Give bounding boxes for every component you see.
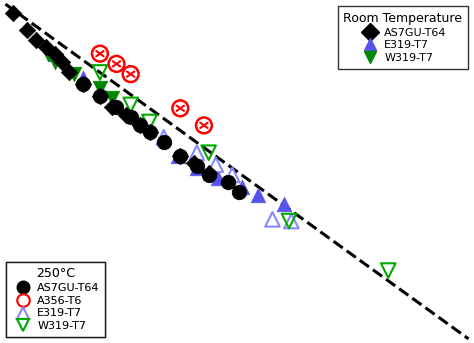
- Point: [160, 140, 167, 145]
- Point: [127, 114, 135, 120]
- Point: [80, 82, 87, 87]
- Point: [96, 94, 104, 99]
- Point: [174, 153, 182, 159]
- Point: [236, 189, 243, 195]
- Point: [212, 162, 219, 167]
- Point: [255, 193, 262, 198]
- Point: [193, 165, 201, 171]
- Point: [146, 129, 154, 135]
- Point: [122, 113, 130, 118]
- Point: [127, 102, 135, 108]
- Point: [200, 123, 208, 128]
- Point: [80, 82, 87, 87]
- Point: [58, 59, 66, 65]
- Point: [96, 51, 104, 56]
- Point: [176, 153, 184, 159]
- Point: [176, 106, 184, 111]
- Point: [205, 170, 212, 176]
- Point: [137, 123, 144, 128]
- Point: [205, 172, 212, 178]
- Point: [44, 51, 52, 56]
- Point: [51, 51, 59, 56]
- Point: [9, 10, 16, 15]
- Point: [214, 176, 222, 181]
- Point: [191, 160, 198, 166]
- Legend: AS7GU-T64, A356-T6, E319-T7, W319-T7: AS7GU-T64, A356-T6, E319-T7, W319-T7: [6, 261, 105, 337]
- Point: [23, 27, 30, 33]
- Point: [285, 218, 293, 224]
- Point: [96, 94, 104, 99]
- Point: [193, 150, 201, 155]
- Point: [384, 268, 392, 273]
- Point: [269, 216, 276, 222]
- Point: [193, 164, 201, 169]
- Point: [108, 104, 116, 109]
- Point: [51, 51, 59, 56]
- Point: [127, 71, 135, 77]
- Point: [288, 218, 295, 224]
- Point: [160, 134, 167, 140]
- Point: [70, 71, 78, 77]
- Point: [281, 201, 288, 207]
- Point: [96, 70, 104, 75]
- Point: [224, 179, 231, 185]
- Point: [146, 119, 154, 125]
- Point: [80, 75, 87, 80]
- Point: [238, 184, 246, 190]
- Point: [96, 85, 104, 91]
- Point: [176, 153, 184, 159]
- Point: [113, 61, 120, 67]
- Point: [113, 104, 120, 109]
- Point: [42, 44, 49, 49]
- Point: [65, 70, 73, 75]
- Point: [205, 150, 212, 155]
- Point: [32, 37, 40, 43]
- Point: [137, 123, 144, 128]
- Point: [51, 59, 59, 65]
- Point: [228, 172, 236, 178]
- Point: [146, 129, 154, 135]
- Point: [108, 95, 116, 101]
